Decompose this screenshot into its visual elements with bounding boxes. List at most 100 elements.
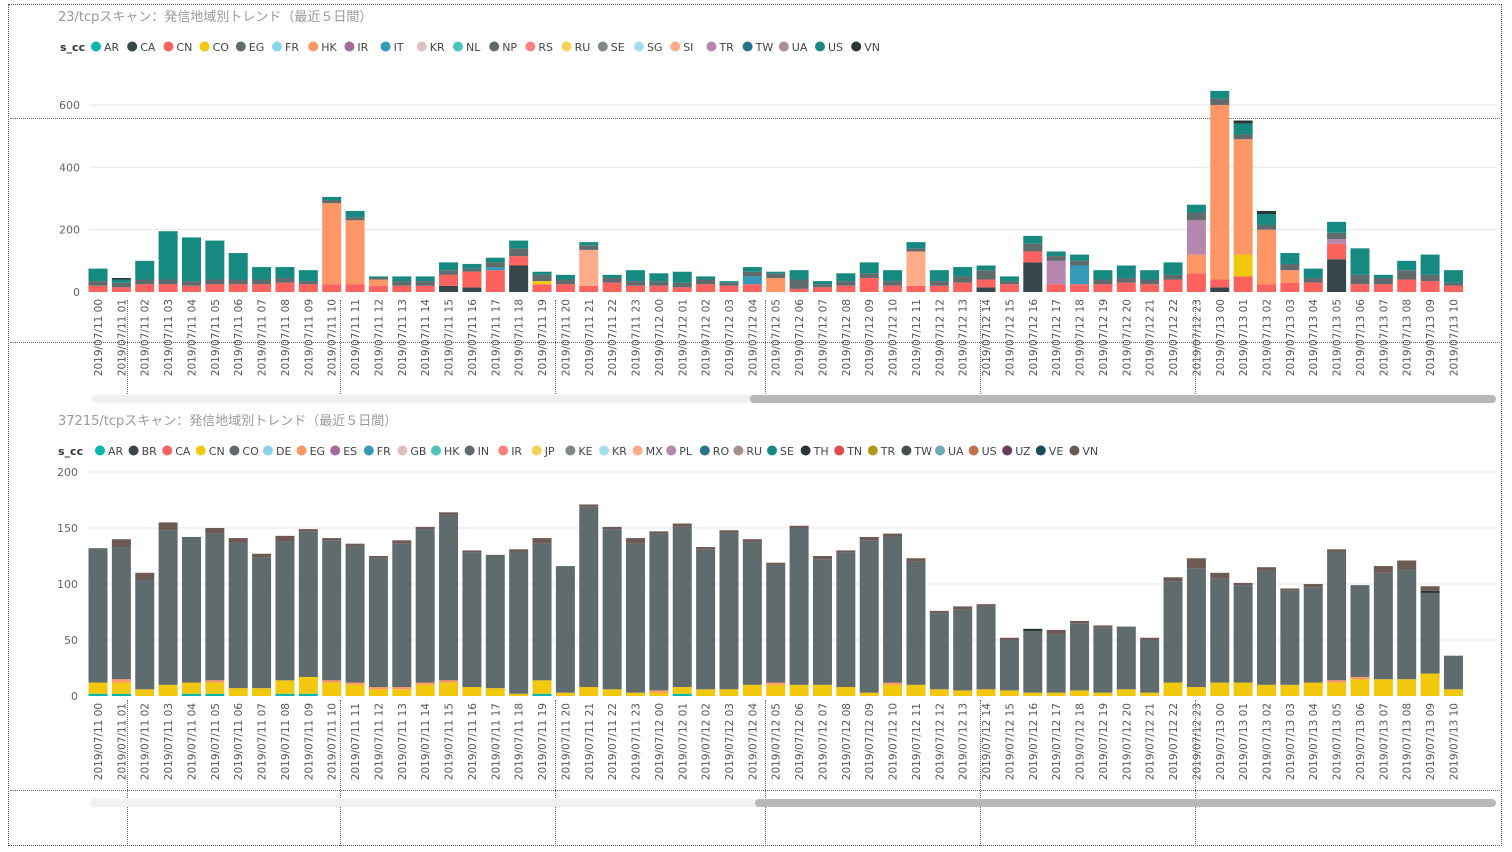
bar-segment-VN	[789, 525, 809, 528]
legend-entry: UZ	[1015, 445, 1031, 458]
x-tick-label: 2019/07/12 00	[654, 703, 666, 780]
bar-segment-IN	[929, 613, 949, 690]
bar-segment-EG	[322, 680, 342, 683]
bar-segment-VN	[953, 606, 973, 610]
bar-segment-CN	[88, 682, 108, 694]
bar-segment-CN	[1046, 692, 1066, 696]
legend-swatch	[330, 445, 341, 456]
bar-segment-IN	[205, 533, 225, 681]
legend-entry: KR	[430, 41, 445, 54]
bar-segment-EG	[1070, 260, 1090, 266]
bar-segment-VN	[719, 530, 739, 533]
bar-segment-VN	[1280, 588, 1300, 591]
x-tick-label: 2019/07/11 07	[257, 299, 269, 376]
bar-segment-US	[883, 270, 903, 282]
legend-entry: NP	[502, 41, 517, 54]
y-tick-label: 0	[73, 286, 80, 299]
bar-segment-IN	[883, 536, 903, 683]
bar-segment-IN	[1373, 572, 1393, 680]
scrollbar-thumb[interactable]	[755, 799, 1496, 807]
bar-segment-CN	[1443, 285, 1463, 292]
legend-entry: CA	[140, 41, 156, 54]
x-tick-label: 2019/07/11 03	[163, 299, 175, 376]
bar-segment-EG	[1046, 256, 1066, 261]
legend-swatch	[867, 445, 878, 456]
bar-segment-EG	[439, 270, 459, 275]
bar-segment-VN	[999, 637, 1019, 640]
x-axis: 2019/07/11 00 2019/07/11 01 2019/07/11 02 2…	[93, 703, 1460, 781]
x-tick-label: 2019/07/12 06	[794, 703, 806, 781]
legend-entry: HK	[321, 41, 337, 54]
x-tick-label: 2019/07/11 01	[116, 299, 128, 376]
bar-segment-IN	[742, 541, 762, 685]
bar-segment-CN	[696, 689, 716, 696]
bar-segment-VN	[368, 556, 388, 559]
bar-segment-TH	[1023, 628, 1043, 632]
legend-entry: SE	[780, 445, 794, 458]
legend-entry: TR	[880, 445, 896, 458]
bar-segment-IN	[766, 564, 786, 683]
legend-swatch	[308, 41, 319, 52]
legend-swatch	[91, 41, 101, 52]
bar-segment-EG	[1163, 274, 1183, 280]
bar-segment-IN	[1210, 578, 1230, 683]
legend-entry: HK	[444, 445, 460, 458]
bar-segment-EG	[252, 279, 272, 285]
legend-entry: MX	[646, 445, 663, 458]
bar-segment-VN	[275, 535, 295, 542]
bar-segment-US	[322, 196, 342, 201]
bar-segment-CA	[439, 285, 459, 292]
bar-segment-EG	[345, 682, 365, 685]
bar-segment-CN	[649, 285, 669, 292]
bar-segment-HK	[1186, 254, 1206, 274]
bar-segment-CN	[228, 688, 248, 696]
x-tick-label: 2019/07/13 04	[1308, 703, 1320, 781]
x-tick-label: 2019/07/11 10	[327, 703, 339, 780]
bar-segment-VN	[532, 538, 552, 544]
bar-segment-VN	[929, 610, 949, 614]
bar-segment-CN	[532, 680, 552, 694]
x-tick-label: 2019/07/13 09	[1425, 703, 1437, 780]
x-tick-label: 2019/07/12 10	[888, 299, 900, 376]
guide-line	[765, 700, 766, 846]
bar-segment-EG	[392, 281, 412, 286]
bar-segment-IN	[1257, 570, 1276, 685]
legend-entry: EG	[310, 445, 325, 458]
x-tick-label: 2019/07/11 03	[163, 703, 175, 780]
bar-segment-CN	[602, 689, 622, 696]
bar-segment-US	[1210, 90, 1230, 99]
bar-segment-CN	[135, 284, 155, 292]
bar-segment-CN	[1350, 284, 1370, 292]
x-tick-label: 2019/07/12 13	[958, 299, 970, 376]
bar-segment-EG	[1257, 224, 1276, 230]
legend-entry: TW	[913, 445, 932, 458]
legend-swatch	[95, 445, 105, 456]
x-tick-label: 2019/07/12 19	[1098, 703, 1110, 780]
bar-segment-IN	[392, 543, 412, 688]
bar-segment-IN	[485, 556, 505, 689]
bar-segment-IN	[1443, 655, 1463, 690]
bar-segment-CN	[1023, 692, 1043, 696]
x-tick-label: 2019/07/11 06	[233, 299, 245, 377]
bar-segment-HK	[368, 279, 388, 286]
bar-segment-VN	[1210, 572, 1230, 579]
bar-segment-EG	[111, 679, 131, 683]
bar-segment-US	[532, 271, 552, 275]
bar-segment-VN	[1327, 549, 1347, 552]
x-tick-label: 2019/07/11 09	[303, 703, 315, 780]
bar-segment-SI	[906, 251, 926, 286]
bar-segment-EG	[509, 248, 529, 257]
x-tick-label: 2019/07/11 14	[420, 299, 432, 377]
bar-segment-US	[415, 276, 435, 282]
bar-segment-CN	[298, 284, 318, 292]
bar-segment-CN	[1397, 279, 1417, 292]
bar-segment-EG	[1350, 274, 1370, 285]
legend-entry: IR	[511, 445, 522, 458]
scrollbar-thumb[interactable]	[750, 395, 1496, 403]
guide-line	[980, 300, 981, 400]
bar-segment-EG	[88, 281, 108, 286]
x-tick-label: 2019/07/12 18	[1075, 703, 1087, 780]
legend-entry: ES	[343, 445, 357, 458]
bar-segment-CN	[1070, 284, 1090, 292]
bar-segment-CN	[1140, 284, 1160, 292]
